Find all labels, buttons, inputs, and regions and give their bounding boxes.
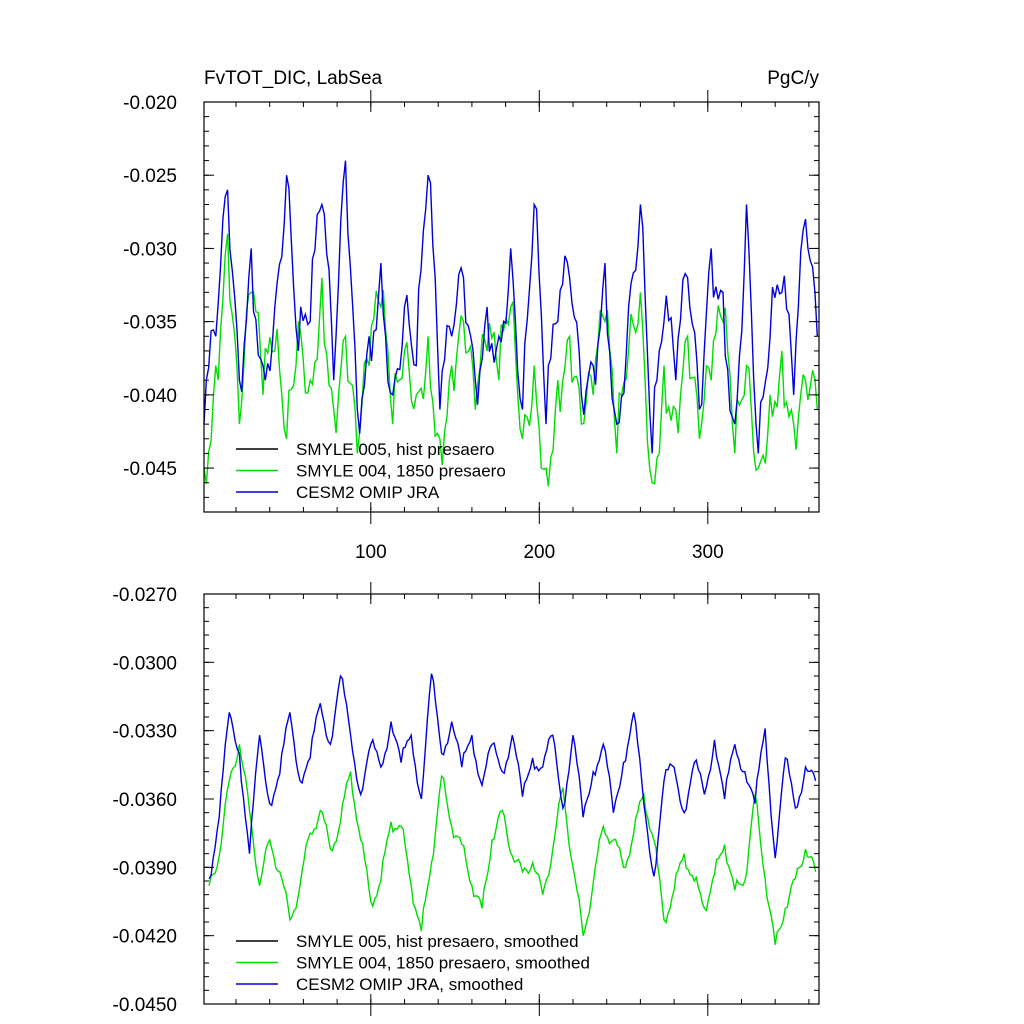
bottom-legend-label-0: SMYLE 005, hist presaero, smoothed (296, 932, 579, 951)
bottom-chart-ticks (204, 582, 819, 1016)
top-chart-legend: SMYLE 005, hist presaero SMYLE 004, 1850 … (236, 440, 506, 502)
top-chart-panel: -0.045 -0.040 -0.035 -0.030 -0.025 -0.020 100 2… (123, 68, 820, 563)
bottom-series-line-2 (208, 673, 817, 880)
top-y-tick-label: -0.045 (123, 459, 177, 480)
bottom-y-tick-label: -0.0300 (113, 653, 177, 674)
top-y-tick-label: -0.030 (123, 239, 177, 260)
bottom-chart-panel: -0.0450 -0.0420 -0.0390 -0.0360 -0.0330 -0.03… (113, 582, 820, 1016)
bottom-chart-legend: SMYLE 005, hist presaero, smoothed SMYLE … (236, 932, 590, 994)
bottom-y-tick-label: -0.0330 (113, 722, 177, 743)
top-x-tick-label: 300 (692, 542, 724, 563)
top-x-tick-label: 100 (355, 542, 387, 563)
top-chart-lines (203, 160, 818, 487)
top-legend-label-2: CESM2 OMIP JRA (296, 483, 440, 502)
top-legend-label-1: SMYLE 004, 1850 presaero (296, 462, 506, 481)
top-chart-title: FvTOT_DIC, LabSea (204, 68, 383, 89)
bottom-y-tick-label: -0.0390 (113, 858, 177, 879)
bottom-legend-label-1: SMYLE 004, 1850 presaero, smoothed (296, 954, 590, 973)
bottom-chart-tick-labels: -0.0450 -0.0420 -0.0390 -0.0360 -0.0330 -0.03… (113, 585, 177, 1016)
top-chart-units: PgC/y (767, 68, 819, 89)
bottom-y-tick-label: -0.0270 (113, 585, 177, 606)
bottom-chart-lines (208, 673, 817, 945)
bottom-y-tick-label: -0.0420 (113, 927, 177, 948)
bottom-legend-label-2: CESM2 OMIP JRA, smoothed (296, 975, 523, 994)
top-x-tick-label: 200 (523, 542, 555, 563)
top-series-line-2 (203, 160, 818, 454)
top-legend-label-0: SMYLE 005, hist presaero (296, 440, 494, 459)
top-series-line-1 (203, 233, 818, 487)
top-y-tick-label: -0.025 (123, 166, 177, 187)
top-chart-tick-labels: -0.045 -0.040 -0.035 -0.030 -0.025 -0.020 100 2… (123, 93, 724, 563)
bottom-y-tick-label: -0.0450 (113, 995, 177, 1016)
bottom-series-line-1 (208, 744, 817, 945)
bottom-y-tick-label: -0.0360 (113, 790, 177, 811)
top-y-tick-label: -0.020 (123, 93, 177, 114)
top-y-tick-label: -0.040 (123, 386, 177, 407)
top-y-tick-label: -0.035 (123, 313, 177, 334)
top-chart-ticks (204, 90, 819, 524)
